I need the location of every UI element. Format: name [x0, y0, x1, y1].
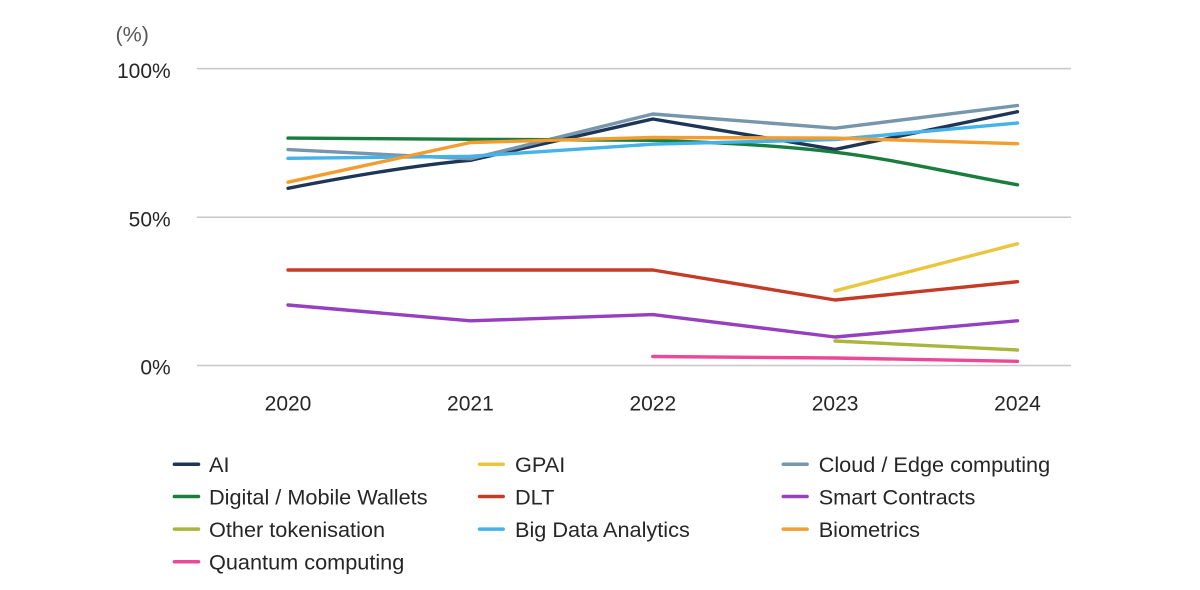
svg-text:2024: 2024	[994, 392, 1041, 415]
svg-text:2022: 2022	[629, 392, 676, 415]
svg-text:0%: 0%	[140, 356, 170, 379]
svg-text:Big Data Analytics: Big Data Analytics	[515, 517, 690, 542]
svg-text:100%: 100%	[117, 60, 171, 83]
svg-text:Digital / Mobile Wallets: Digital / Mobile Wallets	[209, 484, 428, 509]
svg-text:2020: 2020	[265, 392, 312, 415]
svg-text:Quantum computing: Quantum computing	[209, 550, 404, 575]
svg-text:Biometrics: Biometrics	[819, 517, 920, 542]
svg-text:50%: 50%	[129, 208, 171, 231]
svg-text:2021: 2021	[447, 392, 494, 415]
svg-text:GPAI: GPAI	[515, 452, 565, 477]
svg-text:Other tokenisation: Other tokenisation	[209, 517, 385, 542]
svg-text:Smart Contracts: Smart Contracts	[819, 484, 976, 509]
svg-text:2023: 2023	[812, 392, 859, 415]
svg-text:AI: AI	[209, 452, 230, 477]
svg-text:DLT: DLT	[515, 484, 554, 509]
svg-text:(%): (%)	[116, 23, 149, 47]
svg-text:Cloud / Edge computing: Cloud / Edge computing	[819, 452, 1050, 477]
